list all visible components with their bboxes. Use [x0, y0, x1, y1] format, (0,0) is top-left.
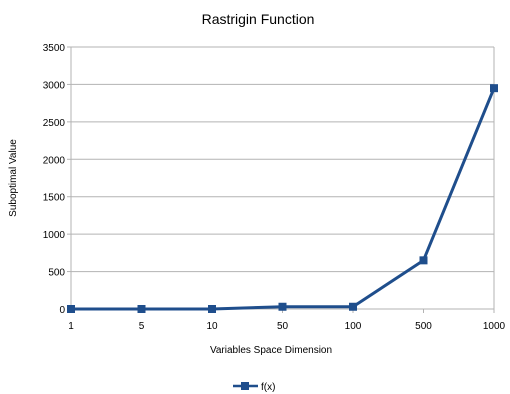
- axes: [67, 46, 495, 313]
- y-tick-label: 3000: [43, 80, 66, 91]
- data-point-marker: [419, 256, 428, 265]
- y-tick-label: 1000: [43, 230, 66, 241]
- y-tick-label: 0: [59, 305, 65, 316]
- y-tick-labels: 0 500 1000 1500 2000 2500 3000 3500: [43, 43, 66, 316]
- x-tick-labels: 1 5 10 50 100 500 1000: [68, 321, 505, 332]
- y-tick-label: 500: [48, 268, 65, 279]
- data-series: [67, 84, 498, 313]
- x-axis-label: Variables Space Dimension: [210, 345, 332, 356]
- x-tick-label: 1: [68, 321, 74, 332]
- y-tick-label: 2500: [43, 118, 66, 129]
- data-point-marker: [490, 84, 498, 93]
- legend-marker-swatch: [241, 382, 249, 390]
- data-point-marker: [349, 302, 357, 311]
- gridlines: [71, 46, 494, 310]
- legend: f(x): [233, 382, 275, 393]
- x-tick-label: 5: [139, 321, 145, 332]
- series-line: [71, 87, 496, 311]
- y-axis-label: Suboptimal Value: [8, 139, 19, 217]
- x-tick-label: 500: [415, 321, 432, 332]
- data-point-marker: [278, 302, 287, 311]
- y-tick-label: 2000: [43, 155, 66, 166]
- data-point-marker: [208, 305, 216, 313]
- y-tick-label: 3500: [43, 43, 66, 54]
- legend-label: f(x): [261, 382, 275, 393]
- y-tick-label: 1500: [43, 193, 66, 204]
- x-tick-label: 10: [206, 321, 218, 332]
- data-point-marker: [67, 305, 75, 313]
- x-tick-label: 100: [345, 321, 362, 332]
- data-point-marker: [137, 305, 146, 313]
- chart-title: Rastrigin Function: [202, 11, 315, 27]
- x-tick-label: 1000: [483, 321, 506, 332]
- x-tick-label: 50: [277, 321, 289, 332]
